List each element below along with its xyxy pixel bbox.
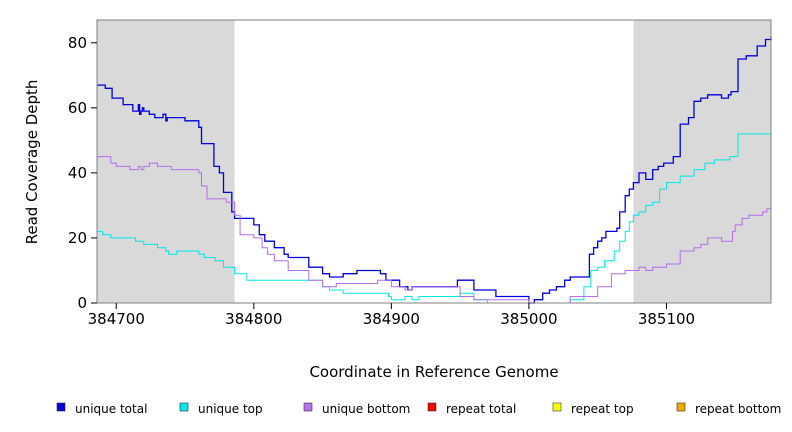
axes: 384700 384800 384900 385000 385100 0 20 40 60 80 xyxy=(68,19,772,328)
x-tick-label: 384800 xyxy=(225,310,282,328)
y-tick-label: 20 xyxy=(68,229,87,247)
x-tick-label: 385000 xyxy=(500,310,557,328)
legend-label-unique-top: unique top xyxy=(198,402,263,416)
legend-swatch-unique-top xyxy=(179,402,189,412)
y-tick-label: 80 xyxy=(68,34,87,52)
y-tick-label: 40 xyxy=(68,164,87,182)
legend-swatch-unique-bottom xyxy=(303,402,313,412)
legend-swatch-repeat-bottom xyxy=(676,402,686,412)
shaded-region-0 xyxy=(97,20,235,303)
x-tick-label: 384900 xyxy=(363,310,420,328)
x-tick-label: 385100 xyxy=(638,310,695,328)
y-axis-label: Read Coverage Depth xyxy=(23,80,41,245)
legend-swatch-repeat-top xyxy=(552,402,562,412)
y-tick-label: 0 xyxy=(77,294,87,312)
x-tick-label: 384700 xyxy=(88,310,145,328)
x-axis-label: Coordinate in Reference Genome xyxy=(309,363,558,381)
legend-label-repeat-bottom: repeat bottom xyxy=(695,402,781,416)
plot-frame xyxy=(96,19,772,304)
legend-label-repeat-top: repeat top xyxy=(571,402,634,416)
legend-swatch-unique-total xyxy=(56,402,66,412)
series-line-unique-bottom xyxy=(97,156,772,304)
legend-label-repeat-total: repeat total xyxy=(446,402,516,416)
legend: unique total unique top unique bottom repea… xyxy=(56,402,781,416)
shaded-regions xyxy=(97,20,771,303)
legend-label-unique-bottom: unique bottom xyxy=(322,402,410,416)
legend-label-unique-total: unique total xyxy=(75,402,147,416)
shaded-region-1 xyxy=(633,20,771,303)
y-tick-label: 60 xyxy=(68,99,87,117)
legend-swatch-repeat-total xyxy=(427,402,437,412)
